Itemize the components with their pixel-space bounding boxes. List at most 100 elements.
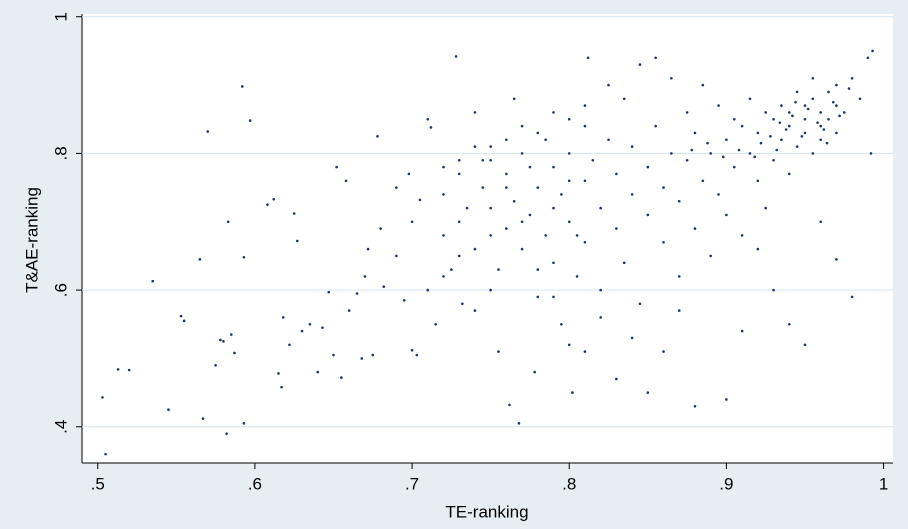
point (296, 239, 299, 243)
point (520, 152, 524, 155)
point (473, 309, 477, 312)
point (454, 55, 458, 58)
point (615, 227, 618, 230)
point (835, 258, 838, 261)
point (690, 148, 694, 152)
point (622, 261, 626, 265)
point (709, 152, 712, 155)
point (803, 117, 807, 121)
point (277, 372, 280, 375)
point (654, 56, 657, 60)
point (787, 322, 791, 326)
point (450, 268, 453, 271)
point (725, 213, 728, 217)
point (567, 179, 571, 183)
point (505, 172, 508, 176)
point (520, 220, 524, 224)
point (599, 316, 602, 319)
point (335, 165, 338, 169)
point (583, 179, 587, 183)
point (732, 165, 736, 169)
point (677, 309, 681, 312)
point (748, 152, 752, 155)
point (740, 124, 744, 128)
point (575, 275, 579, 278)
point (442, 234, 445, 237)
point (780, 138, 783, 142)
point (764, 111, 767, 114)
point (410, 348, 414, 352)
point (179, 314, 183, 318)
point (520, 247, 524, 251)
point (402, 299, 406, 302)
x-tick-label: .8 (562, 474, 576, 493)
point (866, 56, 870, 60)
point (725, 398, 728, 401)
point (457, 254, 461, 258)
point (748, 97, 752, 101)
point (599, 288, 602, 292)
point (871, 49, 874, 53)
point (512, 199, 516, 203)
points (101, 49, 874, 456)
point (787, 172, 791, 176)
point (281, 316, 285, 319)
point (533, 370, 536, 374)
point (508, 403, 511, 407)
point (607, 138, 610, 142)
grid (82, 16, 893, 428)
point (787, 124, 791, 128)
point (764, 206, 767, 210)
point (803, 131, 807, 135)
point (638, 302, 642, 306)
point (379, 227, 382, 230)
point (410, 220, 414, 224)
point (772, 117, 775, 121)
point (517, 422, 521, 425)
point (615, 377, 618, 381)
point (376, 135, 379, 138)
point (560, 193, 563, 196)
point (646, 391, 650, 394)
point (850, 76, 854, 80)
point (769, 135, 772, 138)
point (670, 152, 673, 155)
point (242, 422, 246, 425)
point (536, 295, 540, 299)
point (835, 104, 838, 107)
point (198, 258, 202, 261)
point (654, 124, 657, 128)
point (512, 97, 516, 101)
y-axis-title: T&AE-ranking (22, 187, 41, 293)
point (575, 234, 579, 237)
point (407, 172, 411, 176)
point (791, 114, 794, 118)
point (869, 152, 873, 155)
point (693, 227, 697, 230)
point (457, 220, 461, 224)
point (622, 97, 626, 101)
point (497, 350, 500, 353)
point (355, 292, 359, 295)
point (567, 117, 571, 121)
point (630, 193, 634, 196)
point (321, 326, 324, 329)
point (233, 351, 236, 355)
point (461, 302, 464, 306)
point (560, 322, 563, 326)
point (272, 197, 276, 201)
point (756, 131, 760, 135)
point (552, 165, 555, 169)
point (222, 340, 225, 343)
point (520, 124, 524, 128)
point (415, 353, 419, 357)
point (360, 357, 364, 360)
point (489, 234, 492, 237)
point (442, 275, 445, 278)
point (567, 343, 571, 347)
point (528, 213, 532, 217)
point (442, 193, 445, 196)
point (775, 148, 778, 152)
x-tick-label: .9 (719, 474, 733, 493)
point (838, 114, 841, 118)
